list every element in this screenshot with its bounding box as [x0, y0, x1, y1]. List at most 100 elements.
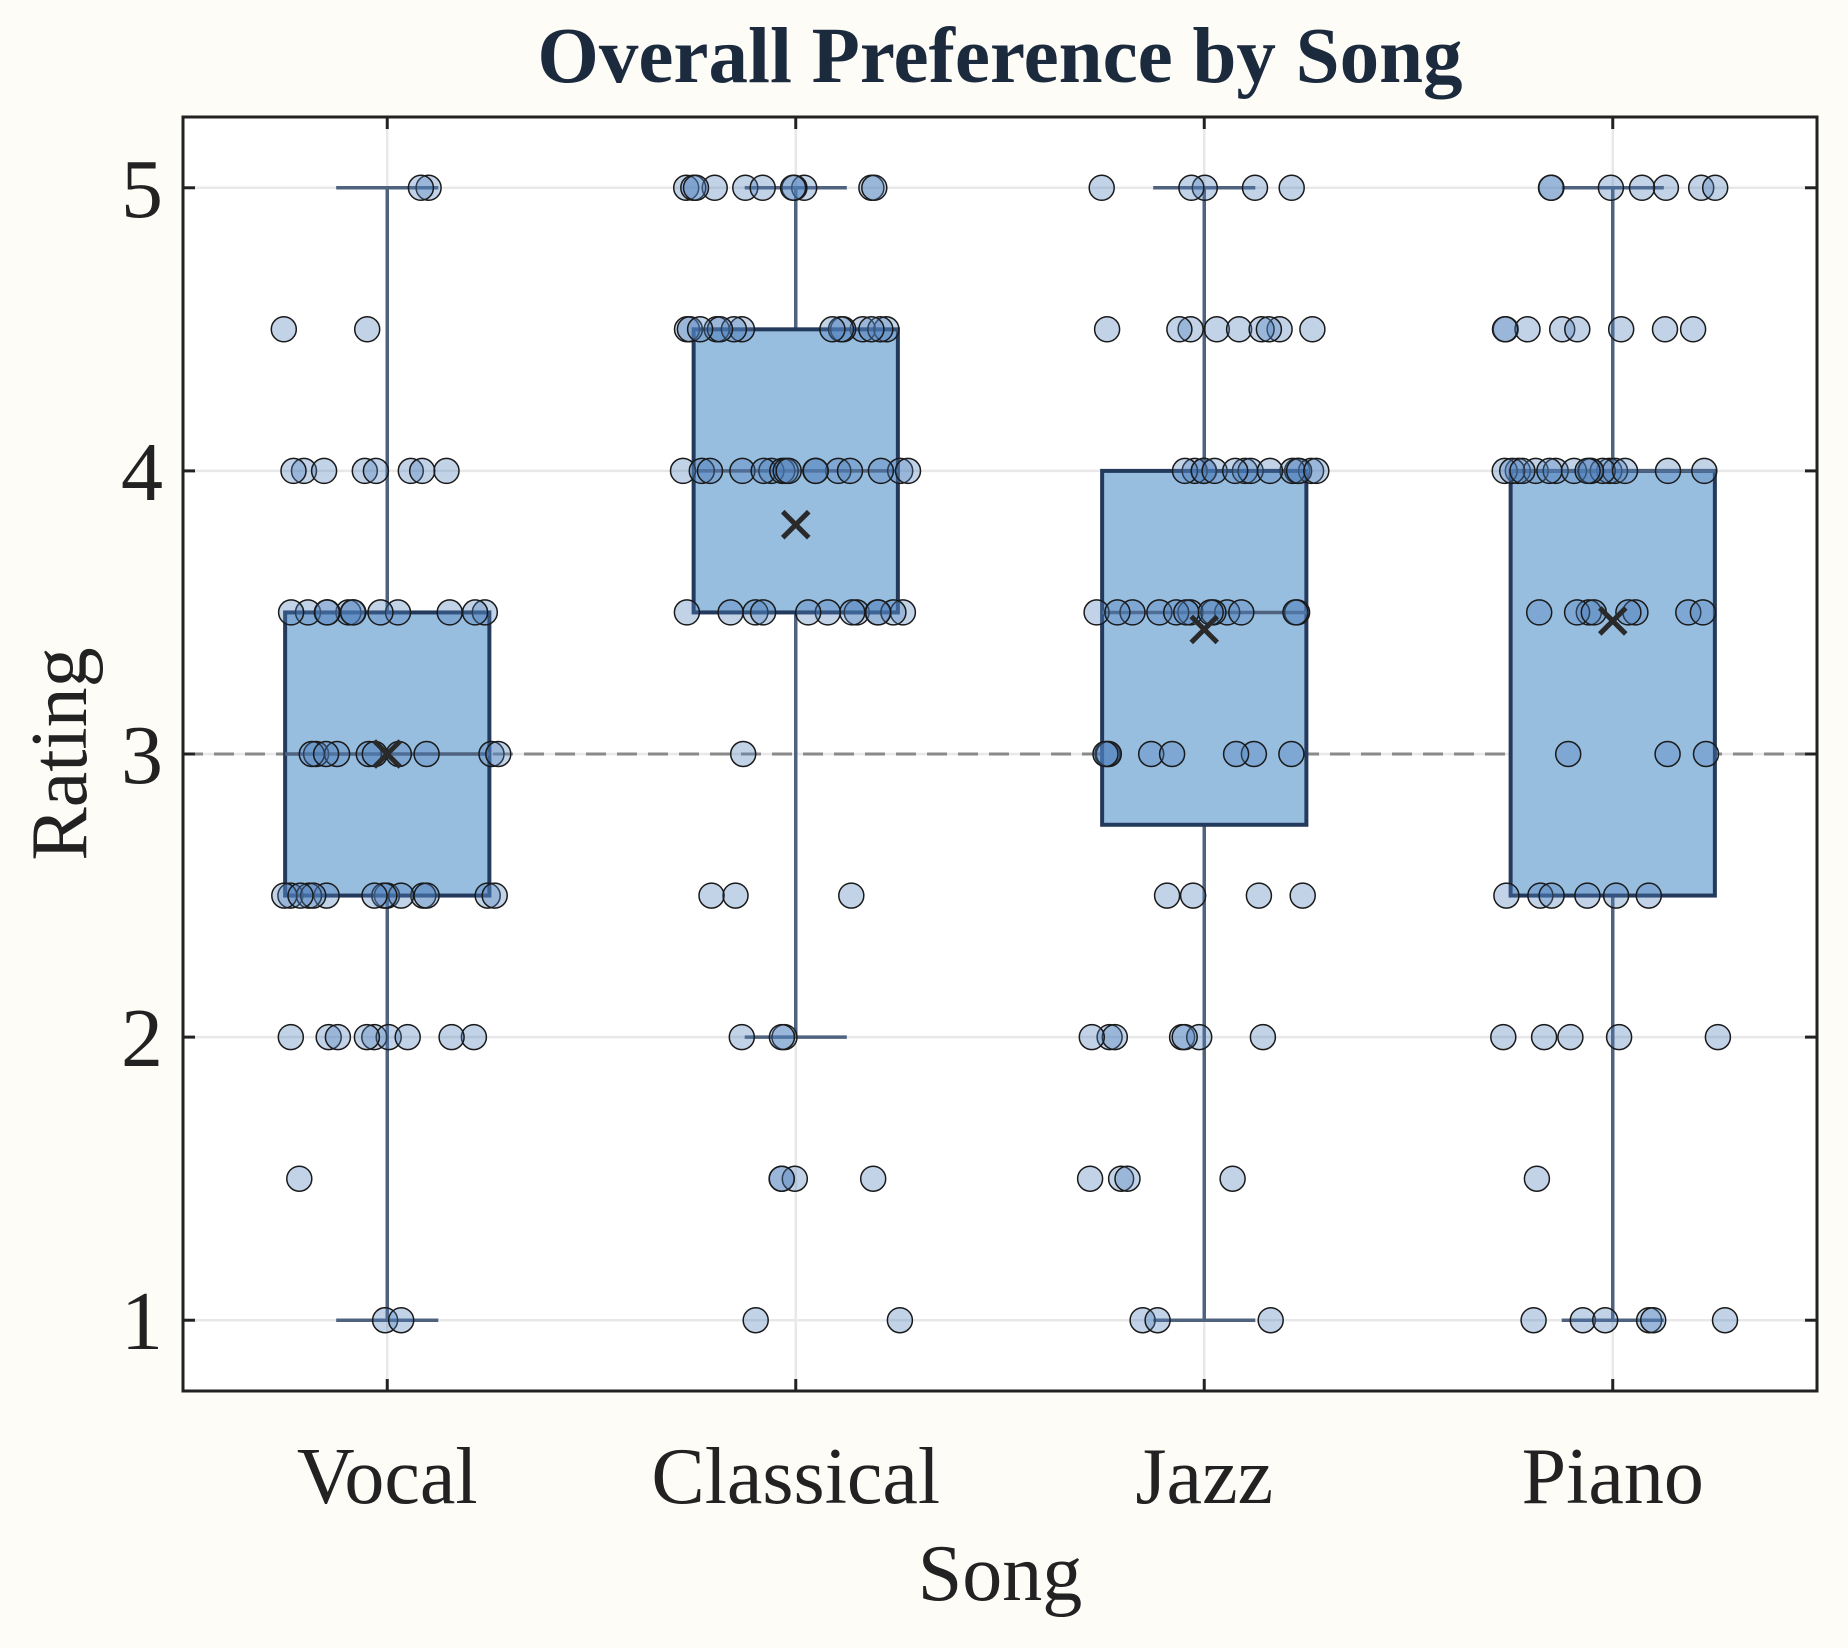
- data-point: [287, 882, 314, 909]
- data-point: [1687, 174, 1715, 202]
- data-point: [1107, 1165, 1135, 1192]
- data-point: [1654, 740, 1681, 768]
- y-tick-label: 1: [121, 1275, 163, 1368]
- data-point: [361, 882, 388, 909]
- data-point: [1104, 599, 1131, 626]
- data-point: [353, 316, 381, 343]
- data-point: [1153, 882, 1181, 909]
- data-point: [1171, 457, 1199, 485]
- data-point: [1569, 1306, 1597, 1334]
- data-point: [280, 457, 307, 485]
- data-point: [353, 1023, 381, 1051]
- x-tick-label: Jazz: [1135, 1433, 1273, 1521]
- box-iqr: [1100, 468, 1309, 827]
- data-point: [717, 599, 744, 626]
- data-point: [720, 316, 748, 343]
- data-point: [460, 1023, 488, 1051]
- x-tick-label: Classical: [651, 1433, 940, 1521]
- mean-markers: [372, 509, 1628, 769]
- data-point: [827, 316, 855, 343]
- data-point: [298, 740, 326, 768]
- data-point: [1166, 316, 1193, 343]
- mean-marker-stroke: [372, 739, 403, 769]
- data-point: [686, 316, 714, 343]
- data-point: [1523, 1165, 1551, 1192]
- data-point: [1083, 599, 1110, 626]
- data-point: [1137, 740, 1165, 768]
- data-point: [706, 316, 734, 343]
- data-point: [701, 174, 728, 202]
- data-point: [779, 174, 807, 202]
- data-point: [867, 457, 895, 485]
- data-point: [1241, 174, 1269, 202]
- data-point: [1266, 316, 1293, 343]
- data-point: [1282, 599, 1309, 626]
- data-point: [1639, 1306, 1667, 1334]
- data-point: [1537, 174, 1565, 202]
- data-point: [1119, 599, 1146, 626]
- data-point: [1574, 882, 1601, 909]
- data-point: [1525, 599, 1553, 626]
- data-point: [478, 740, 505, 768]
- data-point: [1219, 1165, 1246, 1192]
- data-point: [1228, 599, 1255, 626]
- data-point: [861, 174, 888, 202]
- data-point: [270, 316, 298, 343]
- data-point: [1607, 316, 1635, 343]
- data-point: [1248, 316, 1275, 343]
- data-point: [672, 174, 700, 202]
- data-point: [394, 1023, 421, 1051]
- data-point: [313, 599, 341, 626]
- data-point: [880, 599, 907, 626]
- axis-ticks: 1 2 3 4 5 Vocal Classical Jazz Piano: [121, 117, 1817, 1521]
- data-point: [1144, 1306, 1171, 1334]
- x-axis-label: Song: [918, 1530, 1083, 1618]
- data-point: [408, 457, 436, 485]
- data-point: [415, 174, 442, 202]
- data-point: [1554, 740, 1582, 768]
- data-point: [838, 882, 865, 909]
- data-point: [1635, 882, 1663, 909]
- data-point: [729, 740, 757, 768]
- data-point: [1596, 457, 1623, 485]
- data-point: [682, 174, 710, 202]
- data-point: [1101, 1023, 1129, 1051]
- data-point: [1129, 1306, 1156, 1334]
- data-point: [768, 1023, 796, 1051]
- data-point: [310, 457, 338, 485]
- data-point: [271, 882, 298, 909]
- data-point: [1092, 740, 1119, 768]
- box-piano: [1508, 186, 1717, 1322]
- data-point: [1303, 457, 1330, 485]
- data-point: [676, 316, 704, 343]
- data-point: [1652, 174, 1680, 202]
- data-point: [375, 1023, 402, 1051]
- data-point: [1548, 316, 1576, 343]
- data-point: [387, 1306, 415, 1334]
- data-point: [361, 1023, 388, 1051]
- chart-title: Overall Preference by Song: [537, 13, 1462, 100]
- mean-marker: [1189, 614, 1220, 645]
- data-point: [367, 599, 394, 626]
- data-point: [1093, 316, 1121, 343]
- data-point: [277, 882, 304, 909]
- x-tick-label: Piano: [1522, 1433, 1704, 1521]
- data-point: [864, 599, 892, 626]
- data-point: [1651, 316, 1679, 343]
- data-point: [1611, 457, 1639, 485]
- mean-marker-stroke: [1189, 614, 1220, 645]
- x-tick-label: Vocal: [297, 1433, 478, 1521]
- data-point: [749, 599, 777, 626]
- data-point: [775, 457, 802, 485]
- data-point: [894, 457, 922, 485]
- data-point: [669, 457, 697, 485]
- data-point: [277, 1023, 305, 1051]
- data-point: [794, 599, 822, 626]
- data-point: [371, 882, 398, 909]
- data-point: [1514, 316, 1541, 343]
- data-point: [407, 174, 435, 202]
- data-point: [1654, 457, 1682, 485]
- data-point: [722, 882, 749, 909]
- data-point: [696, 457, 724, 485]
- box-iqr: [1508, 468, 1717, 898]
